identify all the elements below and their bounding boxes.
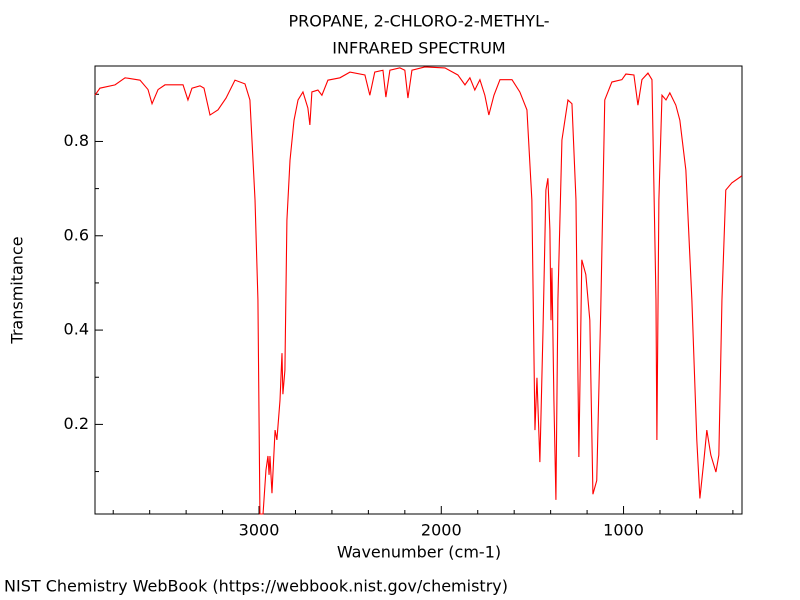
x-tick-label: 1000 [603, 521, 644, 540]
spectrum-line [94, 66, 743, 515]
y-tick-label: 0.8 [64, 131, 89, 150]
chart-subtitle: INFRARED SPECTRUM [332, 39, 505, 58]
x-tick-label: 2000 [421, 521, 462, 540]
y-tick-label: 0.6 [64, 225, 89, 244]
y-tick-label: 0.2 [64, 414, 89, 433]
footer: NIST Chemistry WebBook (https://webbook.… [4, 577, 508, 596]
plot-frame [94, 65, 743, 515]
y-axis-label: Transmitance [8, 236, 27, 344]
x-axis-label: Wavenumber (cm-1) [337, 543, 501, 562]
chart-title: PROPANE, 2-CHLORO-2-METHYL- [288, 12, 549, 31]
y-tick-label: 0.4 [64, 320, 89, 339]
x-tick-label: 3000 [239, 521, 280, 540]
